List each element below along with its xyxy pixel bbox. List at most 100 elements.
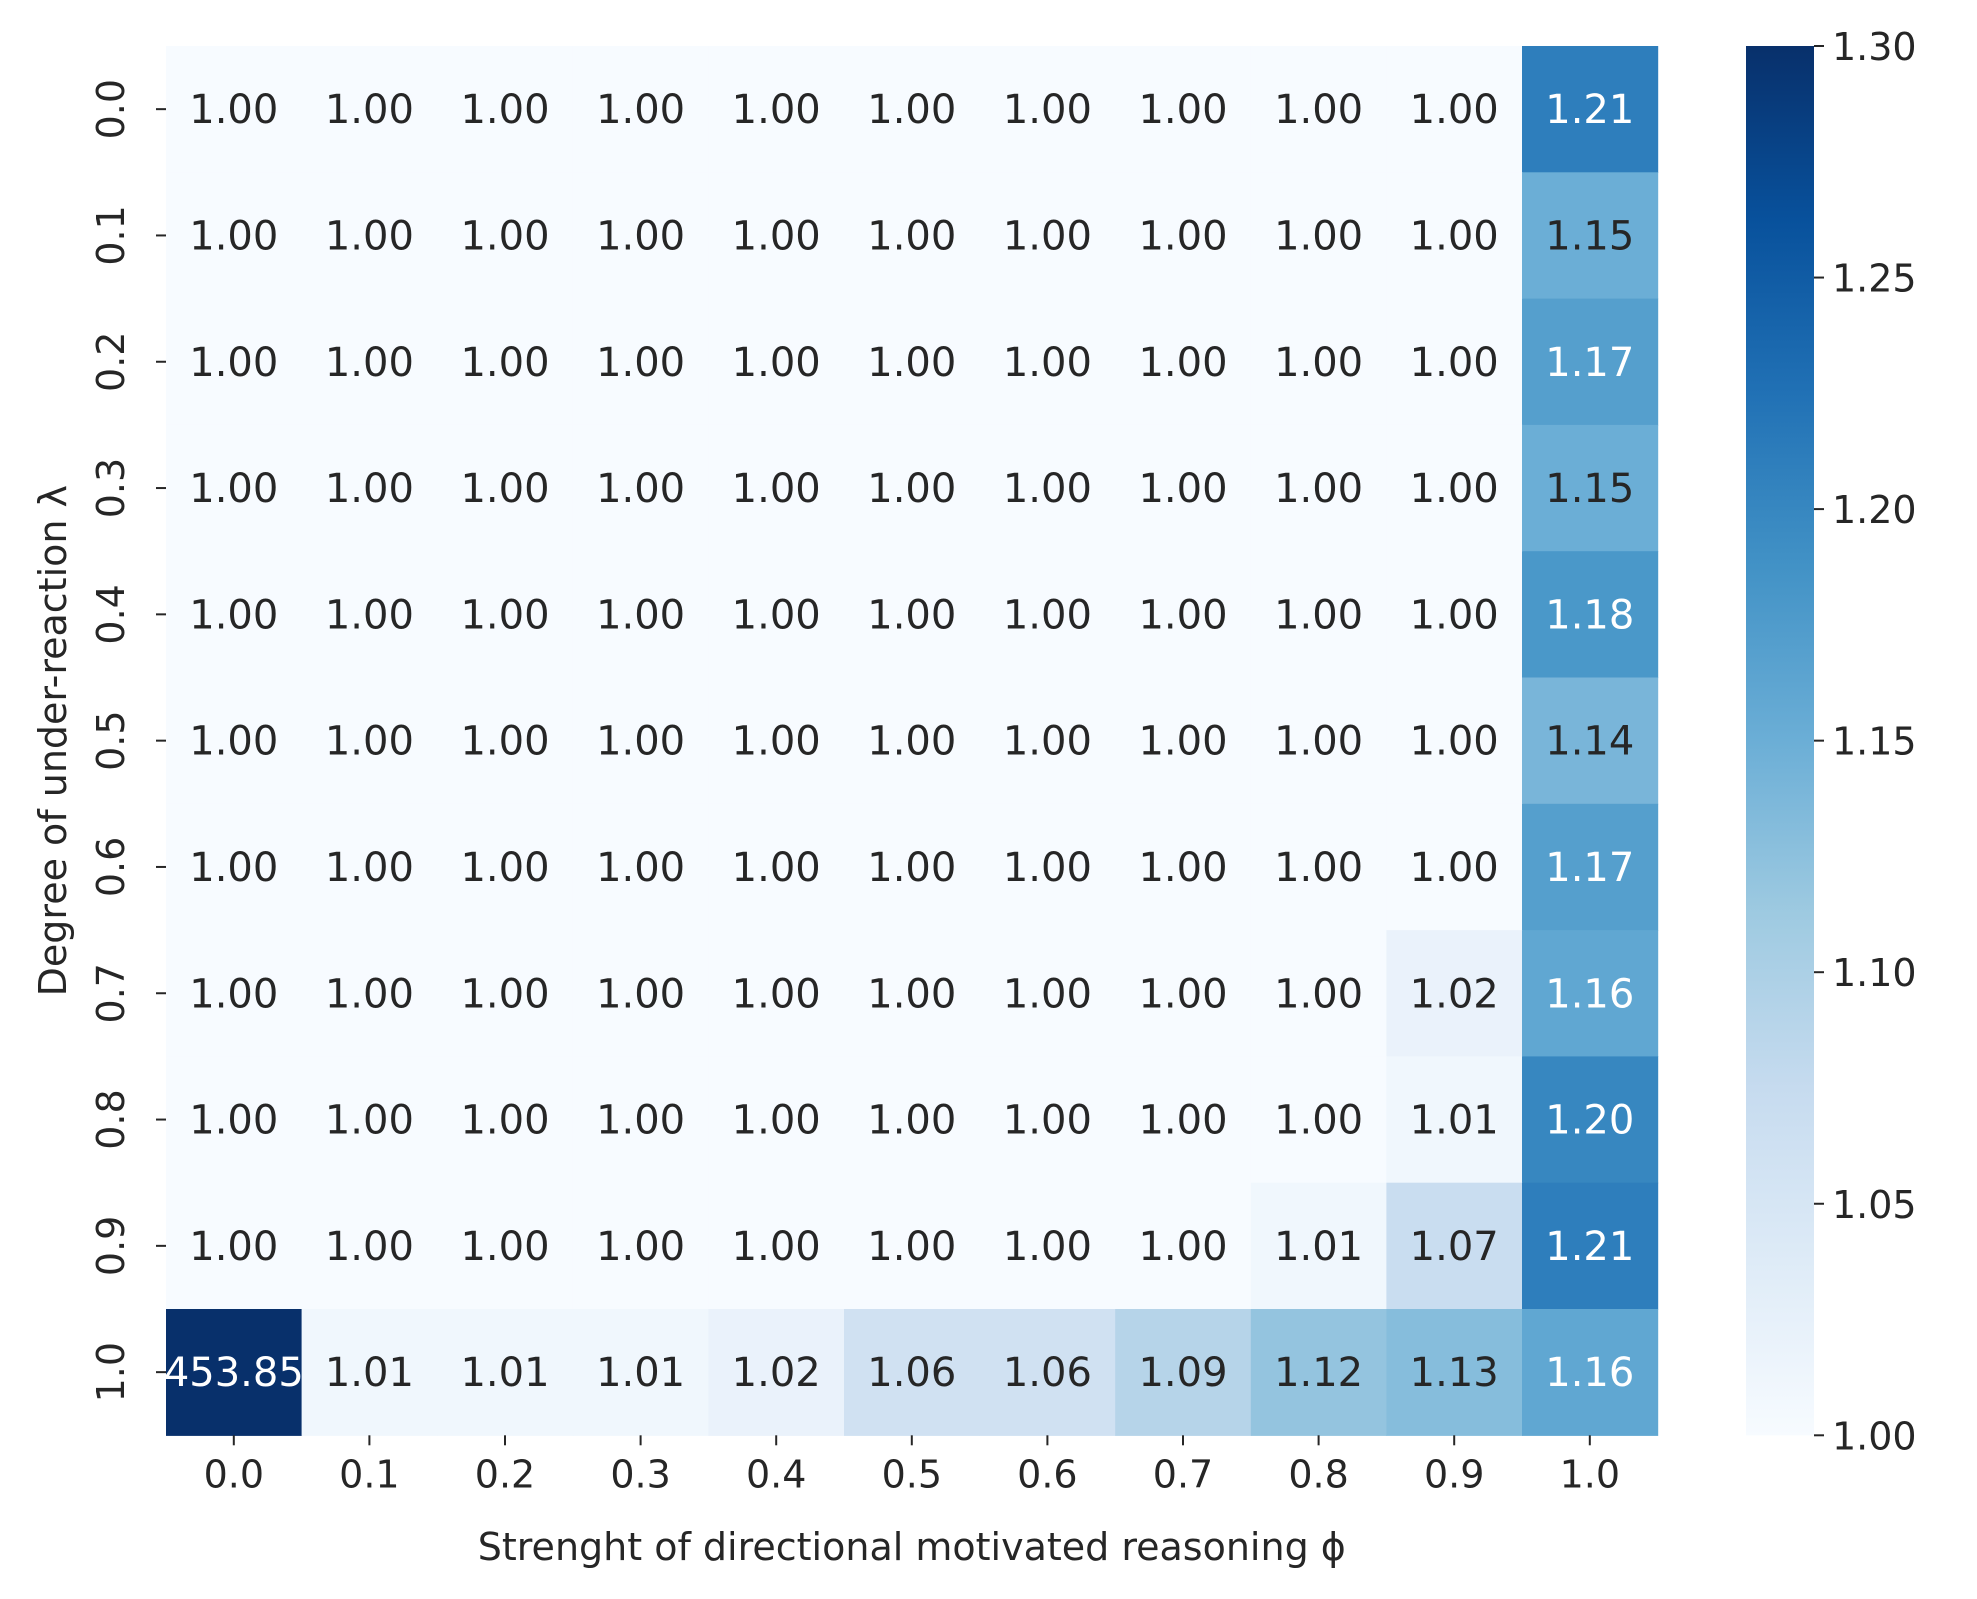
cell-value-label: 1.00 [1003,1098,1092,1144]
cell-value-label: 1.00 [732,1098,821,1144]
cell-value-label: 1.00 [460,1224,549,1270]
heatmap-cell [1115,1309,1252,1436]
cell-value-label: 1.06 [867,1350,956,1396]
heatmap-cell [166,551,303,679]
cell-value-label: 1.00 [596,971,685,1017]
heatmap-cell [1386,1182,1523,1310]
cell-value-label: 1.00 [1003,971,1092,1017]
heatmap-cell [437,172,574,300]
heatmap-cell [1115,424,1252,552]
heatmap-cell [979,1056,1116,1184]
heatmap-cell [166,172,303,300]
y-tick-label: 0.6 [89,837,133,897]
heatmap-cell [1250,1182,1387,1310]
heatmap-cell [572,1309,709,1436]
heatmap-cell [844,298,981,426]
cell-value-label: 1.18 [1545,592,1634,638]
heatmap-cell [437,803,574,931]
cell-value-label: 1.00 [1274,466,1363,512]
heatmap-cell [1386,172,1523,300]
x-axis-label: Strenght of directional motivated reason… [478,1525,1346,1569]
cell-value-label: 1.00 [1410,845,1499,891]
heatmap-cell [1115,677,1252,805]
x-tick-label: 0.2 [475,1452,535,1496]
heatmap-cell [1250,298,1387,426]
heatmap-cell [708,46,845,173]
cell-value-label: 1.00 [325,87,414,133]
cell-value-label: 1.16 [1545,971,1634,1017]
cell-value-label: 1.00 [1274,719,1363,765]
x-tick-label: 0.1 [339,1452,399,1496]
cell-value-label: 1.00 [1003,87,1092,133]
heatmap-cell [979,803,1116,931]
heatmap-cell [844,424,981,552]
y-tick-label: 0.1 [89,205,133,265]
cell-value-label: 1.00 [189,845,278,891]
heatmap-cell [1115,1056,1252,1184]
heatmap-cell [1386,298,1523,426]
heatmap-cell [844,1056,981,1184]
y-tick-label: 0.7 [89,963,133,1023]
cell-value-label: 1.00 [732,971,821,1017]
cell-value-label: 1.00 [1138,466,1227,512]
heatmap-cell [1386,930,1523,1057]
heatmap-cell [437,1309,574,1436]
heatmap-cell [1386,46,1523,173]
y-tick-label: 0.3 [89,458,133,518]
cell-value-label: 1.01 [1410,1098,1499,1144]
cell-value-label: 1.00 [1003,592,1092,638]
cell-value-label: 1.00 [1410,466,1499,512]
cell-value-label: 1.00 [189,87,278,133]
y-tick-label: 0.0 [89,79,133,139]
heatmap-cell [708,1182,845,1310]
colorbar-tick-label: 1.10 [1832,951,1917,995]
heatmap-cell [979,46,1116,173]
cell-value-label: 1.00 [596,1098,685,1144]
heatmap-cell [1115,1182,1252,1310]
heatmap-cell [844,551,981,679]
heatmap-cell [708,551,845,679]
y-tick-label: 0.5 [89,710,133,770]
cell-value-label: 1.00 [732,1224,821,1270]
heatmap-cell [1115,172,1252,300]
heatmap-cell [708,424,845,552]
heatmap-cell [844,677,981,805]
heatmap-cell [1522,803,1659,931]
heatmap-cell [1386,1309,1523,1436]
heatmap-cells: 1.00 1.00 1.00 1.00 1.00 1.00 1.00 1.00 1.00 1.00… [164,46,1659,1436]
heatmap-cell [572,677,709,805]
cell-value-label: 1.00 [732,592,821,638]
cell-value-label: 1.00 [325,845,414,891]
cell-value-label: 1.16 [1545,1350,1634,1396]
colorbar-tick-label: 1.05 [1832,1183,1917,1227]
heatmap-cell [1115,46,1252,173]
colorbar-tick-label: 1.25 [1832,257,1917,301]
heatmap-cell [301,46,438,173]
cell-value-label: 1.00 [460,340,549,386]
heatmap-cell [572,1182,709,1310]
x-tick-label: 0.4 [746,1452,806,1496]
heatmap-cell [166,803,303,931]
heatmap-cell [1115,803,1252,931]
heatmap-cell [1250,46,1387,173]
x-tick-label: 0.5 [882,1452,942,1496]
heatmap-cell [437,930,574,1057]
cell-value-label: 1.12 [1274,1350,1363,1396]
cell-value-label: 1.15 [1545,466,1634,512]
heatmap-cell [708,1309,845,1436]
cell-value-label: 1.01 [1274,1224,1363,1270]
cell-value-label: 1.00 [1274,592,1363,638]
heatmap-cell [708,298,845,426]
heatmap-cell [1522,424,1659,552]
heatmap-cell [1250,424,1387,552]
cell-value-label: 1.00 [1410,340,1499,386]
cell-value-label: 1.00 [1274,340,1363,386]
cell-value-label: 1.00 [732,213,821,259]
cell-value-label: 1.00 [1410,592,1499,638]
cell-value-label: 1.00 [1003,719,1092,765]
cell-value-label: 1.14 [1545,719,1634,765]
cell-value-label: 1.00 [596,340,685,386]
cell-value-label: 1.21 [1545,87,1634,133]
cell-value-label: 1.00 [1138,592,1227,638]
cell-value-label: 1.00 [1274,845,1363,891]
